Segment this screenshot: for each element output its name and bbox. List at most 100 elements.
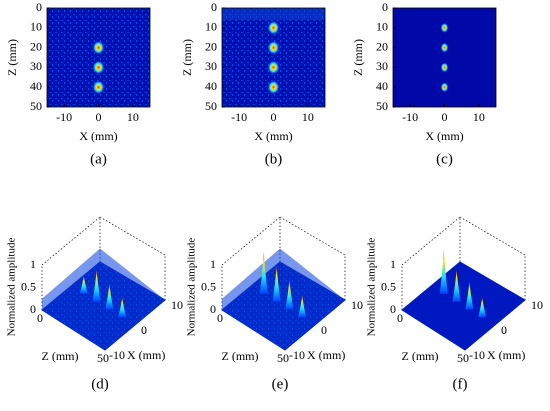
- y-tick-label: 20: [376, 39, 388, 53]
- x-tick-label: 0: [271, 110, 277, 124]
- y-tick-label: 50: [376, 99, 388, 113]
- z-axis-label: Normalized amplitude: [186, 238, 198, 337]
- y-tick-label: 10: [205, 20, 217, 34]
- y-tick-label: 0: [211, 0, 217, 14]
- peak: [478, 297, 487, 318]
- y-tick-label: 40: [205, 79, 217, 93]
- depth-tick-label: 50: [97, 351, 109, 365]
- y-tick-label: 50: [205, 99, 217, 113]
- depth-tick-label: 0: [217, 311, 223, 325]
- caption: (c): [436, 151, 453, 167]
- peak: [92, 269, 101, 302]
- z-tick-label: 0.5: [201, 279, 216, 293]
- target-spot: [440, 82, 449, 93]
- artifact-band: [222, 8, 325, 20]
- target-spot: [267, 20, 280, 35]
- x-tick-label: 0: [442, 110, 448, 124]
- box-edge: [99, 216, 166, 256]
- target-spot: [267, 40, 280, 55]
- depth-tick-label: 0: [37, 311, 43, 325]
- peak: [465, 281, 474, 310]
- z-axis-label: Normalized amplitude: [366, 238, 378, 337]
- x-tick-label: 0: [501, 323, 507, 337]
- box-edge: [459, 216, 526, 256]
- z-tick-label: 1: [210, 257, 216, 271]
- box-edge: [279, 216, 346, 256]
- x-tick-label: 10: [302, 110, 314, 124]
- target-spot: [440, 62, 449, 73]
- y-tick-label: 20: [30, 39, 42, 53]
- caption: (e): [272, 376, 289, 392]
- depth-axis-label: Z (mm): [222, 349, 259, 363]
- z-tick-label: 0.5: [381, 279, 396, 293]
- x-tick-label: -10: [402, 110, 418, 124]
- x-tick-label: 10: [351, 298, 363, 312]
- peak: [452, 269, 461, 302]
- y-tick-label: 30: [30, 59, 42, 73]
- depth-axis-label: Z (mm): [42, 349, 79, 363]
- x-tick-label: -10: [231, 110, 247, 124]
- y-tick-label: 40: [30, 79, 42, 93]
- peak: [298, 295, 307, 318]
- target-spot: [440, 42, 449, 53]
- y-tick-label: 50: [30, 99, 42, 113]
- y-tick-label: 0: [382, 0, 388, 14]
- caption: (d): [91, 376, 109, 392]
- y-axis-label: Z (mm): [351, 39, 365, 76]
- x-axis-label: X (mm): [127, 348, 165, 362]
- x-tick-label: 10: [127, 110, 139, 124]
- x-axis-label: X (mm): [307, 348, 345, 362]
- surface-noise: [222, 248, 345, 350]
- y-tick-label: 10: [376, 20, 388, 34]
- peak: [285, 279, 294, 310]
- target-spot: [92, 60, 105, 75]
- y-tick-label: 30: [205, 59, 217, 73]
- x-tick-label: 10: [171, 298, 183, 312]
- surface-noise: [42, 248, 165, 350]
- caption: (a): [90, 151, 107, 167]
- z-axis-label: Normalized amplitude: [6, 238, 18, 337]
- z-tick-label: 1: [30, 257, 36, 271]
- box-edge: [401, 216, 461, 266]
- y-tick-label: 40: [376, 79, 388, 93]
- target-spot: [440, 22, 449, 33]
- x-tick-label: 0: [321, 323, 327, 337]
- x-tick-label: -10: [56, 110, 72, 124]
- y-tick-label: 20: [205, 39, 217, 53]
- y-tick-label: 30: [376, 59, 388, 73]
- target-spot: [267, 60, 280, 75]
- x-axis-label: X (mm): [254, 129, 292, 143]
- y-tick-label: 0: [36, 0, 42, 14]
- peak: [259, 251, 268, 294]
- x-tick-label: 10: [473, 110, 485, 124]
- target-spot: [92, 40, 105, 55]
- z-tick-label: 0: [30, 302, 36, 316]
- caption: (b): [265, 151, 283, 167]
- x-axis-label: X (mm): [425, 129, 463, 143]
- peak: [118, 297, 127, 318]
- peak: [272, 265, 281, 302]
- x-tick-label: 0: [96, 110, 102, 124]
- x-tick-label: 0: [141, 323, 147, 337]
- z-tick-label: 1: [390, 257, 396, 271]
- y-tick-label: 10: [30, 20, 42, 34]
- z-tick-label: 0.5: [21, 279, 36, 293]
- target-spot: [267, 80, 280, 95]
- target-spot: [92, 80, 105, 95]
- peak: [105, 283, 114, 310]
- depth-axis-label: Z (mm): [402, 349, 439, 363]
- x-tick-label: -10: [289, 348, 305, 362]
- peak: [79, 275, 88, 294]
- peak: [439, 249, 448, 294]
- z-tick-label: 0: [210, 302, 216, 316]
- y-axis-label: Z (mm): [5, 39, 19, 76]
- depth-tick-label: 0: [397, 311, 403, 325]
- depth-tick-label: 50: [457, 351, 469, 365]
- y-axis-label: Z (mm): [180, 39, 194, 76]
- x-tick-label: -10: [469, 348, 485, 362]
- z-tick-label: 0: [390, 302, 396, 316]
- x-tick-label: -10: [109, 348, 125, 362]
- x-axis-label: X (mm): [487, 348, 525, 362]
- surface: [401, 261, 526, 351]
